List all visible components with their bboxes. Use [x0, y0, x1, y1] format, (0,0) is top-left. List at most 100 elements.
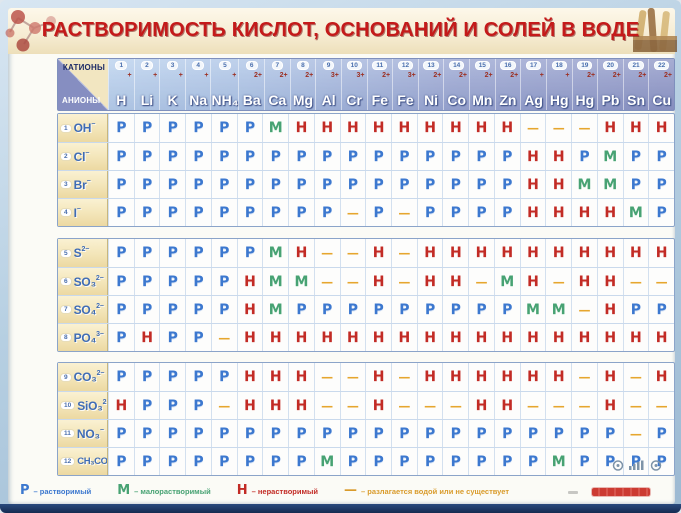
- solubility-cell: —: [339, 268, 366, 295]
- solubility-cell: Н: [622, 324, 649, 351]
- solubility-cell: Р: [185, 420, 211, 447]
- solubility-cell: Р: [648, 420, 674, 447]
- solubility-cell: Р: [365, 171, 391, 198]
- cation-symbol: Zn: [499, 92, 517, 108]
- solubility-cell: Н: [288, 114, 314, 142]
- row-index: 8: [60, 333, 72, 342]
- solubility-cell: Р: [442, 143, 468, 170]
- solubility-cell: Р: [159, 114, 185, 142]
- solubility-cell: Р: [468, 420, 494, 447]
- solubility-cell: Р: [159, 268, 185, 295]
- solubility-cell: М: [519, 296, 546, 323]
- solubility-cell: Р: [313, 199, 340, 226]
- legend-insoluble-symbol: Н: [236, 483, 248, 498]
- cation-charge: 2+: [612, 72, 621, 79]
- cation-symbol: Co: [447, 92, 467, 108]
- cation-symbol: Pb: [601, 92, 620, 108]
- column-index: 16: [500, 61, 516, 70]
- solubility-cell: Н: [596, 324, 623, 351]
- solubility-cell: Н: [468, 114, 494, 142]
- cation-cell: 10 3+ Cr: [340, 59, 367, 110]
- solubility-cell: —: [442, 392, 468, 419]
- solubility-cell: Р: [648, 171, 674, 198]
- solubility-cell: Н: [519, 199, 546, 226]
- cation-symbol: Li: [140, 92, 154, 108]
- solubility-cell: Н: [288, 363, 314, 391]
- column-index: 3: [166, 61, 179, 70]
- solubility-cell: Н: [571, 239, 597, 267]
- solubility-cell: Р: [185, 239, 211, 267]
- solubility-cell: Р: [468, 199, 494, 226]
- solubility-cell: Н: [519, 363, 546, 391]
- solubility-cell: Р: [108, 448, 134, 475]
- solubility-cell: Р: [468, 143, 494, 170]
- anion-formula: Cl−: [73, 149, 90, 164]
- solubility-cell: —: [210, 392, 237, 419]
- legend-insoluble-label: – нерастворимый: [251, 487, 319, 496]
- cation-cell: 6 2+ Ba: [238, 59, 265, 110]
- legend-slightly-soluble-label: – малорастворимый: [134, 487, 211, 496]
- column-index: 5: [219, 61, 231, 70]
- solubility-cell: —: [468, 268, 494, 295]
- solubility-cell: Н: [519, 239, 546, 267]
- solubility-cell: Р: [442, 448, 468, 475]
- solubility-cell: Н: [339, 324, 366, 351]
- solubility-cell: Р: [648, 199, 674, 226]
- solubility-cell: Р: [185, 143, 211, 170]
- solubility-cell: Р: [262, 420, 288, 447]
- solubility-cell: Н: [545, 363, 571, 391]
- solubility-cell: Н: [596, 296, 623, 323]
- solubility-cell: Р: [236, 114, 263, 142]
- anion-charge: −: [99, 426, 104, 434]
- solubility-cell: —: [519, 392, 546, 419]
- solubility-cell: Р: [571, 143, 597, 170]
- solubility-cell: Р: [468, 296, 494, 323]
- row-index: 4: [60, 208, 72, 217]
- anion-formula: S2−: [73, 246, 90, 260]
- anion-formula: SiO₃2−: [77, 399, 107, 413]
- solubility-cell: Р: [648, 448, 674, 475]
- solubility-cell: Н: [262, 392, 288, 419]
- anion-formula: OH−: [73, 121, 96, 135]
- cation-charge: 2+: [510, 72, 519, 79]
- solubility-cell: Н: [133, 324, 160, 351]
- anion-charge: −: [76, 205, 81, 213]
- solubility-cell: —: [622, 392, 649, 419]
- solubility-cell: Р: [622, 171, 649, 198]
- solubility-cell: Р: [493, 296, 520, 323]
- anion-formula: PO₄3−: [73, 330, 104, 345]
- solubility-cell: Р: [313, 420, 340, 447]
- anion-label-cell: 1 OH−: [58, 114, 108, 142]
- solubility-cell: Р: [108, 324, 134, 351]
- solubility-cell: Н: [545, 239, 571, 267]
- solubility-cell: М: [545, 448, 571, 475]
- solubility-cell: Р: [159, 199, 185, 226]
- anion-formula: CH₃COO−: [77, 456, 108, 468]
- solubility-cell: Р: [210, 239, 237, 267]
- cation-charge: +: [127, 72, 132, 79]
- solubility-cell: Н: [571, 199, 597, 226]
- solubility-cell: Р: [159, 143, 185, 170]
- column-index: 7: [271, 61, 284, 70]
- solubility-cell: —: [313, 363, 340, 391]
- solubility-cell: Н: [545, 171, 571, 198]
- cation-cell: 18 + Hg: [545, 59, 572, 110]
- solubility-cell: Н: [390, 114, 417, 142]
- solubility-cell: Р: [313, 143, 340, 170]
- anion-charge: −: [85, 149, 90, 157]
- anion-row: 3 Br− Р Р Р Р Р Р Р Р Р Р Р Р Р Р Р Р Н Н М М Р Р: [58, 170, 674, 198]
- solubility-cell: —: [545, 392, 571, 419]
- solubility-cell: Р: [390, 143, 417, 170]
- row-index: 2: [60, 152, 72, 161]
- solubility-cell: Н: [365, 363, 391, 391]
- cation-symbol: Fe: [397, 92, 414, 108]
- solubility-cell: Р: [648, 296, 674, 323]
- solubility-cell: Р: [313, 296, 340, 323]
- cation-cell: 21 2+ Sn: [622, 59, 649, 110]
- anion-label-cell: 8 PO₄3−: [58, 324, 108, 351]
- solubility-cell: —: [339, 239, 366, 267]
- solubility-cell: Р: [133, 171, 160, 198]
- solubility-cell: Р: [159, 363, 185, 391]
- solubility-cell: Р: [365, 420, 391, 447]
